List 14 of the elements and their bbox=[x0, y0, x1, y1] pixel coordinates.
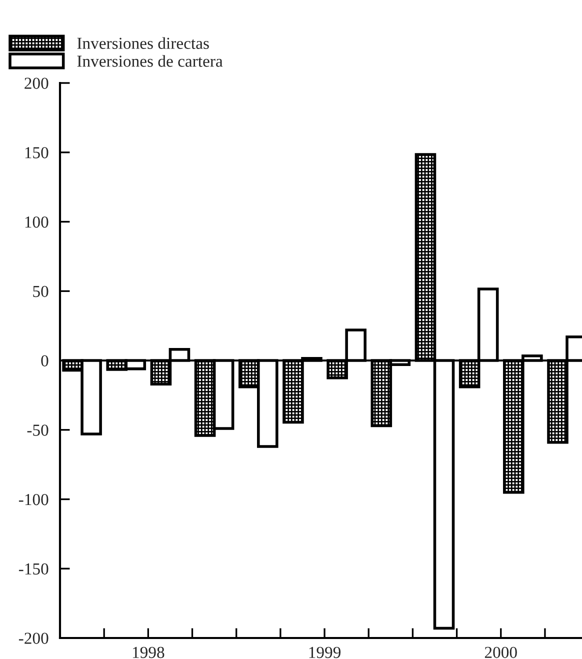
legend-label: Inversiones directas bbox=[77, 37, 209, 49]
y-tick-label: 0 bbox=[41, 355, 48, 366]
y-tick-label: 200 bbox=[24, 78, 48, 89]
y-tick-label: 50 bbox=[33, 286, 48, 298]
y-tick-label: 150 bbox=[25, 147, 48, 158]
y-tick-label: -100 bbox=[18, 494, 48, 506]
x-tick-label: 1999 bbox=[309, 646, 341, 658]
y-tick-label: 100 bbox=[25, 216, 48, 228]
y-tick-label: -200 bbox=[18, 632, 48, 644]
legend-label: Inversiones de cartera bbox=[77, 55, 223, 67]
x-tick-label: 1998 bbox=[132, 646, 164, 658]
x-tick-label: 2000 bbox=[484, 646, 517, 658]
y-tick-label: -50 bbox=[27, 424, 48, 436]
y-tick-label: -150 bbox=[18, 563, 48, 575]
